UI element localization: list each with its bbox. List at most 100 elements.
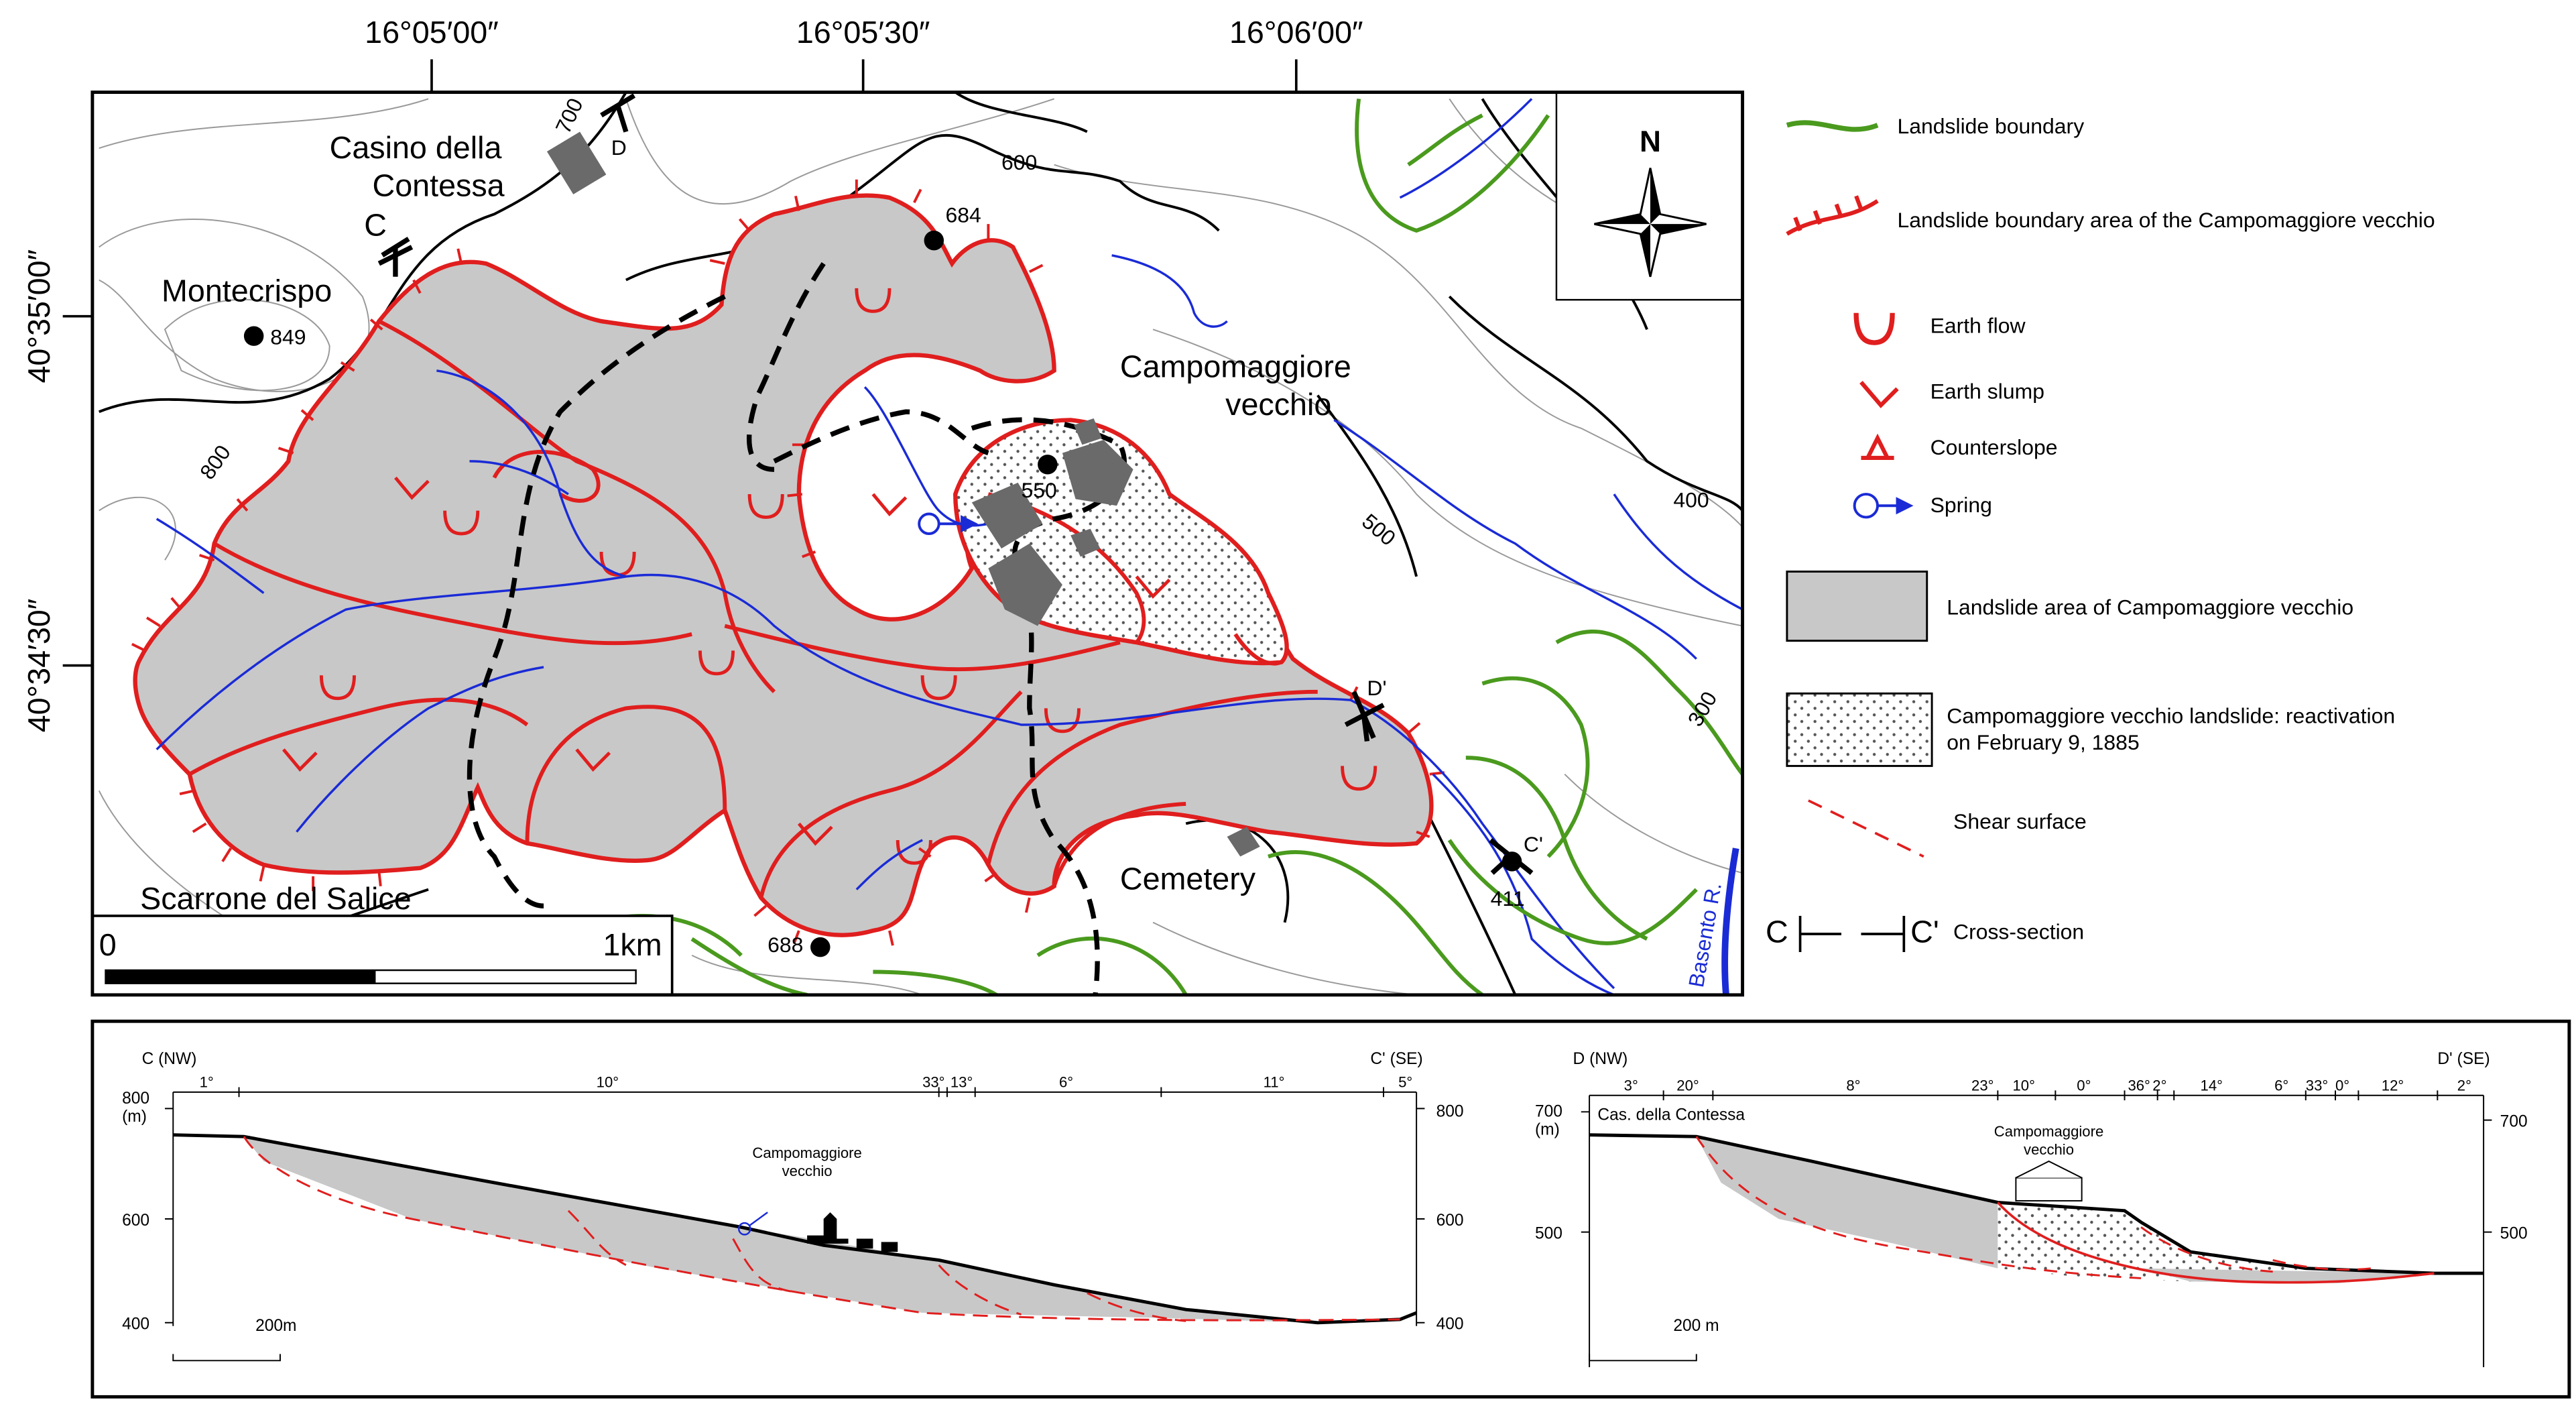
landslide-boundaries-other-part bbox=[1465, 756, 1648, 941]
earth-slump-symbols-part bbox=[871, 493, 908, 517]
streams-part bbox=[855, 839, 923, 890]
elevation-label: 800 bbox=[1436, 1103, 1464, 1121]
legend-label: C bbox=[1766, 914, 1788, 949]
landslide-boundaries-part bbox=[188, 697, 529, 776]
contour-lines-part bbox=[164, 298, 330, 392]
place-label: vecchio bbox=[1225, 387, 1331, 422]
slope-label: 10° bbox=[597, 1073, 619, 1090]
streams bbox=[156, 98, 1743, 995]
spring-part bbox=[918, 512, 940, 535]
index-contours-part bbox=[1316, 394, 1418, 577]
scale-label: 200 m bbox=[1673, 1317, 1719, 1335]
contour-lines-part bbox=[99, 98, 429, 150]
elevation-label: 500 bbox=[1535, 1224, 1562, 1242]
section-building bbox=[2015, 1160, 2083, 1201]
landslide-body bbox=[243, 1136, 1400, 1323]
streams-part bbox=[469, 460, 569, 495]
spring-part bbox=[961, 515, 979, 533]
legend-symbol bbox=[1786, 692, 1933, 767]
place-label: Casino della bbox=[330, 130, 502, 165]
slope-label: 10° bbox=[2012, 1077, 2034, 1094]
section-markers-part bbox=[377, 237, 414, 277]
section-buildings bbox=[807, 1212, 898, 1252]
landslide-boundaries-other-part bbox=[873, 970, 998, 995]
map: Casino della Contessa Montecrispo Campom… bbox=[90, 91, 1745, 997]
legend-label: Earth flow bbox=[1930, 313, 2026, 337]
elevation-label: 400 bbox=[122, 1315, 149, 1334]
slope-label: 0° bbox=[2077, 1077, 2091, 1094]
contour-lines-part bbox=[99, 496, 176, 561]
shear-surfaces-part bbox=[732, 1238, 791, 1293]
buildings-part bbox=[1062, 439, 1133, 506]
site-label: vecchio bbox=[782, 1163, 833, 1179]
streams-part bbox=[1432, 773, 1615, 995]
section-markers bbox=[377, 93, 1534, 875]
slope-label: 2° bbox=[2457, 1077, 2471, 1094]
legend-label: Landslide boundary bbox=[1898, 114, 2085, 138]
landslide-boundaries-part bbox=[1233, 633, 1282, 666]
section-end: D' (SE) bbox=[2437, 1050, 2490, 1068]
legend-symbol bbox=[1853, 493, 1914, 519]
coordinate-labels: 16°05′00″ 16°05′30″ 16°06′00″ 40°35′00″ … bbox=[21, 15, 1363, 732]
earth-slump-symbols-part bbox=[1135, 575, 1171, 599]
cross-section-c-part bbox=[173, 1087, 1417, 1098]
buildings-part bbox=[1070, 528, 1101, 557]
elevation-label: 800 bbox=[122, 1090, 149, 1108]
slope-label: 20° bbox=[1676, 1077, 1699, 1094]
contour-label: 300 bbox=[1683, 687, 1722, 730]
elevation-label: 600 bbox=[122, 1212, 149, 1230]
legend-symbol bbox=[1798, 915, 1906, 953]
section-label: D bbox=[611, 135, 627, 160]
slope-label: 6° bbox=[1059, 1073, 1073, 1090]
buildings-part bbox=[971, 482, 1043, 549]
elevation-label: 684 bbox=[945, 203, 981, 227]
contour-label: 600 bbox=[1001, 150, 1037, 174]
section-spring bbox=[737, 1212, 768, 1236]
north-label: N bbox=[1640, 125, 1661, 158]
earth-slump-symbols-part bbox=[575, 748, 611, 772]
slope-labels: 3° 20° 8° 23° 10° 0° 36° 2° 14° 6° 33° 0… bbox=[1624, 1077, 2471, 1094]
section-markers-part bbox=[600, 93, 636, 133]
ground-surface bbox=[173, 1133, 1418, 1325]
landslide-body bbox=[1696, 1136, 1998, 1269]
earth-flow-symbols-part bbox=[443, 510, 480, 536]
contour-lines-part bbox=[691, 955, 923, 995]
legend-label: Cross-section bbox=[1953, 919, 2084, 943]
landslide-boundaries-other-part bbox=[1355, 99, 1550, 233]
buildings-part bbox=[1227, 827, 1260, 857]
landslide-boundaries-other-part bbox=[1555, 629, 1743, 776]
scale-label: 200m bbox=[255, 1317, 296, 1335]
contour-label: 800 bbox=[195, 440, 235, 483]
streams-part bbox=[1111, 254, 1228, 328]
section-start: C (NW) bbox=[142, 1050, 197, 1068]
north-arrow: N bbox=[1555, 91, 1743, 301]
earth-flow-symbols-part bbox=[1044, 708, 1081, 733]
longitude-label: 16°05′00″ bbox=[365, 15, 499, 50]
legend-symbol bbox=[1786, 571, 1928, 642]
earth-flow-symbols-part bbox=[747, 493, 784, 519]
slope-label: 11° bbox=[1264, 1073, 1285, 1090]
landslide-boundaries-part bbox=[492, 450, 601, 503]
shear-surfaces-part bbox=[1695, 1136, 2142, 1279]
section-start: D (NW) bbox=[1573, 1050, 1628, 1068]
section-buildings-part bbox=[856, 1238, 873, 1249]
legend: Landslide boundary Landslide boundary ar… bbox=[1766, 114, 2435, 953]
cross-section-d-part bbox=[1581, 1095, 2492, 1368]
slope-label: 12° bbox=[2382, 1077, 2404, 1094]
contour-label: 700 bbox=[551, 95, 588, 137]
place-label: Scarrone del Salice bbox=[140, 881, 412, 916]
shear-surfaces-part bbox=[567, 1210, 627, 1267]
legend-symbol-part bbox=[1853, 493, 1879, 519]
legend-label: Shear surface bbox=[1953, 809, 2087, 833]
legend-symbol bbox=[1786, 195, 1879, 236]
dashed-lines-part bbox=[467, 294, 726, 908]
shear-surfaces bbox=[243, 1136, 1400, 1322]
slope-label: 3° bbox=[1624, 1077, 1638, 1094]
place-label: Contessa bbox=[373, 168, 505, 202]
earth-flow-symbols-part bbox=[920, 675, 957, 701]
elevation-label: 700 bbox=[1535, 1103, 1562, 1121]
elevation-label: 688 bbox=[768, 933, 803, 957]
site-label: vecchio bbox=[2024, 1141, 2074, 1158]
earth-flow-symbols-part bbox=[1341, 766, 1377, 791]
cross-sections: C (NW) C' (SE) 1° 10° 33° 13° 6° 11° 5° … bbox=[90, 1019, 2571, 1399]
